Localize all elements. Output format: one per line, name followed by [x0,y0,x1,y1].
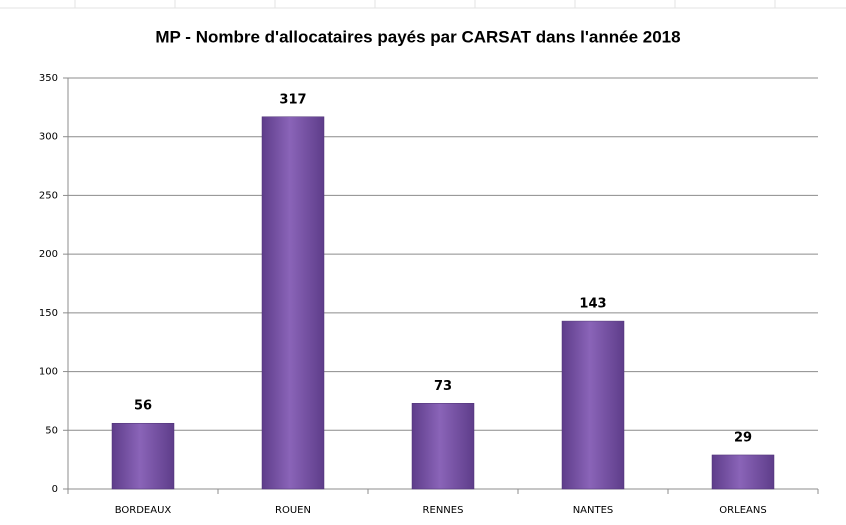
bar [111,422,175,490]
bar [261,116,325,490]
y-tick-label: 350 [39,73,58,84]
y-tick-label: 300 [39,132,58,143]
x-tick-label: BORDEAUX [115,505,172,516]
y-tick-label: 0 [52,484,58,495]
x-tick-label: RENNES [423,505,464,516]
x-tick-label: ROUEN [275,505,311,516]
sheet-grid [0,0,846,9]
data-label: 29 [734,430,752,445]
bar [561,320,625,490]
y-tick-label: 50 [45,425,58,436]
data-label: 143 [579,297,606,312]
y-tick-label: 100 [39,367,58,378]
data-label: 317 [279,92,306,107]
y-tick-label: 250 [39,190,58,201]
x-tick-label: ORLEANS [719,505,766,516]
x-tick-label: NANTES [573,505,614,516]
data-label: 56 [134,399,152,414]
y-tick-label: 150 [39,308,58,319]
chart-title: MP - Nombre d'allocataires payés par CAR… [155,27,680,46]
data-label: 73 [434,379,452,394]
bar [411,403,475,490]
y-tick-label: 200 [39,249,58,260]
bar [711,454,775,490]
